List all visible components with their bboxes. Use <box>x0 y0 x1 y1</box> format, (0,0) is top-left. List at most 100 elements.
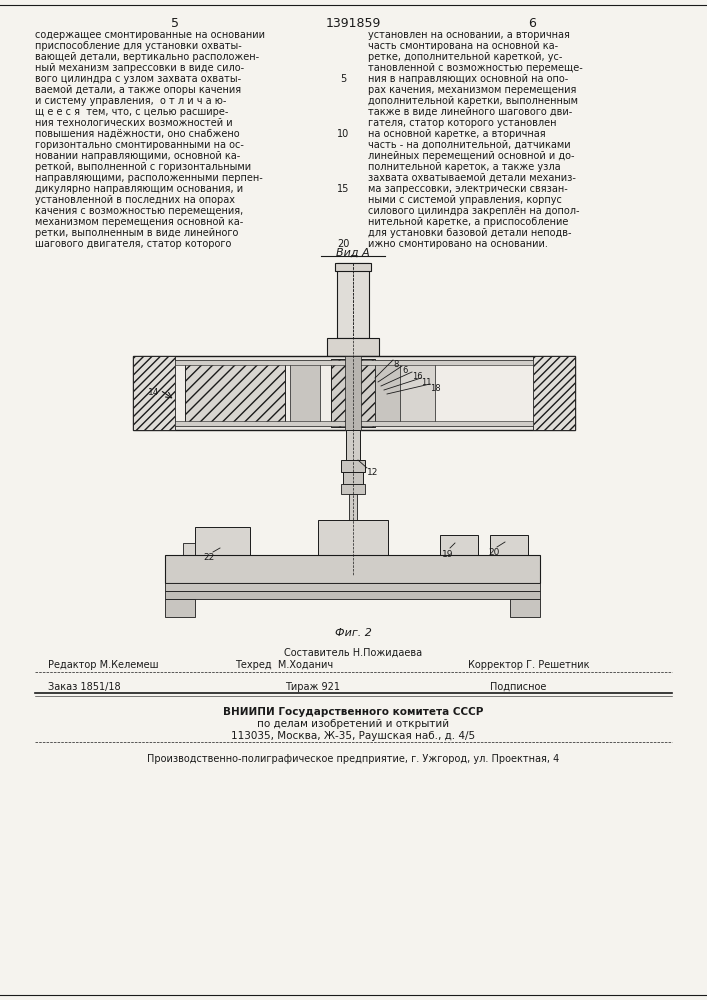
Text: Техред  М.Ходанич: Техред М.Ходанич <box>235 660 333 670</box>
Text: приспособление для установки охваты-: приспособление для установки охваты- <box>35 41 242 51</box>
Text: Производственно-полиграфическое предприятие, г. Ужгород, ул. Проектная, 4: Производственно-полиграфическое предприя… <box>147 754 559 764</box>
Text: содержащее смонтированные на основании: содержащее смонтированные на основании <box>35 30 265 40</box>
Text: вающей детали, вертикально расположен-: вающей детали, вертикально расположен- <box>35 52 259 62</box>
Text: реткой, выполненной с горизонтальными: реткой, выполненной с горизонтальными <box>35 162 251 172</box>
Text: дикулярно направляющим основания, и: дикулярно направляющим основания, и <box>35 184 243 194</box>
Text: захвата охватываемой детали механиз-: захвата охватываемой детали механиз- <box>368 173 576 183</box>
Text: 10: 10 <box>337 129 349 139</box>
Bar <box>165 599 195 617</box>
Bar <box>175 360 533 426</box>
Text: для установки базовой детали неподв-: для установки базовой детали неподв- <box>368 228 571 238</box>
Bar <box>195 527 250 555</box>
Text: ваемой детали, а также опоры качения: ваемой детали, а также опоры качения <box>35 85 241 95</box>
Text: Редактор М.Келемеш: Редактор М.Келемеш <box>48 660 158 670</box>
Text: 12: 12 <box>367 468 378 477</box>
Bar <box>335 263 371 271</box>
Bar <box>490 535 528 555</box>
Bar <box>440 535 478 555</box>
Text: шагового двигателя, статор которого: шагового двигателя, статор которого <box>35 239 231 249</box>
Text: ный механизм запрессовки в виде сило-: ный механизм запрессовки в виде сило- <box>35 63 244 73</box>
Text: 8: 8 <box>393 360 398 369</box>
Text: Фиг. 2: Фиг. 2 <box>334 628 371 638</box>
Text: повышения надёжности, оно снабжено: повышения надёжности, оно снабжено <box>35 129 240 139</box>
Text: Корректор Г. Решетник: Корректор Г. Решетник <box>468 660 590 670</box>
Text: 1391859: 1391859 <box>325 17 380 30</box>
Text: нительной каретке, а приспособление: нительной каретке, а приспособление <box>368 217 568 227</box>
Text: качения с возможностью перемещения,: качения с возможностью перемещения, <box>35 206 243 216</box>
Text: направляющими, расположенными перпен-: направляющими, расположенными перпен- <box>35 173 263 183</box>
Text: Вид А: Вид А <box>336 248 370 258</box>
Bar <box>327 338 379 356</box>
Text: 5: 5 <box>171 17 179 30</box>
Bar <box>341 484 365 494</box>
Text: по делам изобретений и открытий: по делам изобретений и открытий <box>257 719 449 729</box>
Text: щ е е с я  тем, что, с целью расшире-: щ е е с я тем, что, с целью расшире- <box>35 107 228 117</box>
Bar <box>510 599 540 617</box>
Bar <box>375 361 400 425</box>
Text: ма запрессовки, электрически связан-: ма запрессовки, электрически связан- <box>368 184 568 194</box>
Bar <box>183 543 195 555</box>
Bar <box>331 359 375 427</box>
Text: горизонтально смонтированными на ос-: горизонтально смонтированными на ос- <box>35 140 244 150</box>
Bar <box>133 356 575 430</box>
Bar <box>341 460 365 472</box>
Text: Подписное: Подписное <box>490 682 547 692</box>
Bar <box>345 356 361 430</box>
Bar <box>375 361 435 425</box>
Text: ижно смонтировано на основании.: ижно смонтировано на основании. <box>368 239 548 249</box>
Text: дополнительной каретки, выполненным: дополнительной каретки, выполненным <box>368 96 578 106</box>
Text: ретке, дополнительной кареткой, ус-: ретке, дополнительной кареткой, ус- <box>368 52 562 62</box>
Text: установлен на основании, а вторичная: установлен на основании, а вторичная <box>368 30 570 40</box>
Text: часть - на дополнительной, датчиками: часть - на дополнительной, датчиками <box>368 140 571 150</box>
Text: Тираж 921: Тираж 921 <box>285 682 340 692</box>
Text: вого цилиндра с узлом захвата охваты-: вого цилиндра с узлом захвата охваты- <box>35 74 241 84</box>
Bar <box>185 361 285 425</box>
Text: гателя, статор которого установлен: гателя, статор которого установлен <box>368 118 556 128</box>
Bar <box>337 263 369 338</box>
Text: 20: 20 <box>337 239 349 249</box>
Bar <box>349 494 357 539</box>
Text: тановленной с возможностью перемеще-: тановленной с возможностью перемеще- <box>368 63 583 73</box>
Text: 14: 14 <box>148 388 159 397</box>
Bar <box>165 591 540 599</box>
Text: 5: 5 <box>340 74 346 84</box>
Text: ВНИИПИ Государственного комитета СССР: ВНИИПИ Государственного комитета СССР <box>223 707 483 717</box>
Bar <box>533 356 575 430</box>
Text: и систему управления,  о т л и ч а ю-: и систему управления, о т л и ч а ю- <box>35 96 226 106</box>
Text: ретки, выполненным в виде линейного: ретки, выполненным в виде линейного <box>35 228 238 238</box>
Bar <box>165 583 540 591</box>
Text: ными с системой управления, корпус: ными с системой управления, корпус <box>368 195 562 205</box>
Text: 113035, Москва, Ж-35, Раушская наб., д. 4/5: 113035, Москва, Ж-35, Раушская наб., д. … <box>231 731 475 741</box>
Bar <box>290 364 320 422</box>
Bar <box>175 360 533 365</box>
Text: 19: 19 <box>442 550 453 559</box>
Text: механизмом перемещения основной ка-: механизмом перемещения основной ка- <box>35 217 243 227</box>
Text: 20: 20 <box>488 548 499 557</box>
Text: 18: 18 <box>430 384 440 393</box>
Bar <box>343 472 363 484</box>
Text: также в виде линейного шагового дви-: также в виде линейного шагового дви- <box>368 107 572 117</box>
Text: 11: 11 <box>421 378 431 387</box>
Text: ния технологических возможностей и: ния технологических возможностей и <box>35 118 233 128</box>
Text: 15: 15 <box>337 184 349 194</box>
Bar <box>165 555 540 583</box>
Bar <box>346 430 360 460</box>
Text: Заказ 1851/18: Заказ 1851/18 <box>48 682 121 692</box>
Text: 16: 16 <box>412 372 423 381</box>
Text: полнительной кареток, а также узла: полнительной кареток, а также узла <box>368 162 561 172</box>
Text: установленной в последних на опорах: установленной в последних на опорах <box>35 195 235 205</box>
Text: на основной каретке, а вторичная: на основной каретке, а вторичная <box>368 129 546 139</box>
Text: 22: 22 <box>203 553 214 562</box>
Text: Составитель Н.Пожидаева: Составитель Н.Пожидаева <box>284 648 422 658</box>
Bar <box>175 421 533 426</box>
Bar <box>318 520 388 555</box>
Bar <box>185 361 285 425</box>
Text: линейных перемещений основной и до-: линейных перемещений основной и до- <box>368 151 575 161</box>
Text: 6: 6 <box>528 17 536 30</box>
Text: новании направляющими, основной ка-: новании направляющими, основной ка- <box>35 151 240 161</box>
Text: рах качения, механизмом перемещения: рах качения, механизмом перемещения <box>368 85 576 95</box>
Bar <box>331 359 375 427</box>
Text: ния в направляющих основной на опо-: ния в направляющих основной на опо- <box>368 74 568 84</box>
Text: силового цилиндра закреплён на допол-: силового цилиндра закреплён на допол- <box>368 206 580 216</box>
Bar <box>133 356 175 430</box>
